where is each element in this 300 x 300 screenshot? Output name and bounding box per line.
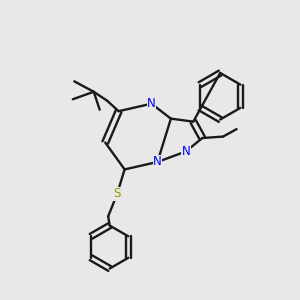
- Text: N: N: [147, 97, 156, 110]
- Text: N: N: [153, 155, 162, 168]
- Text: S: S: [113, 188, 121, 200]
- Text: N: N: [182, 145, 190, 158]
